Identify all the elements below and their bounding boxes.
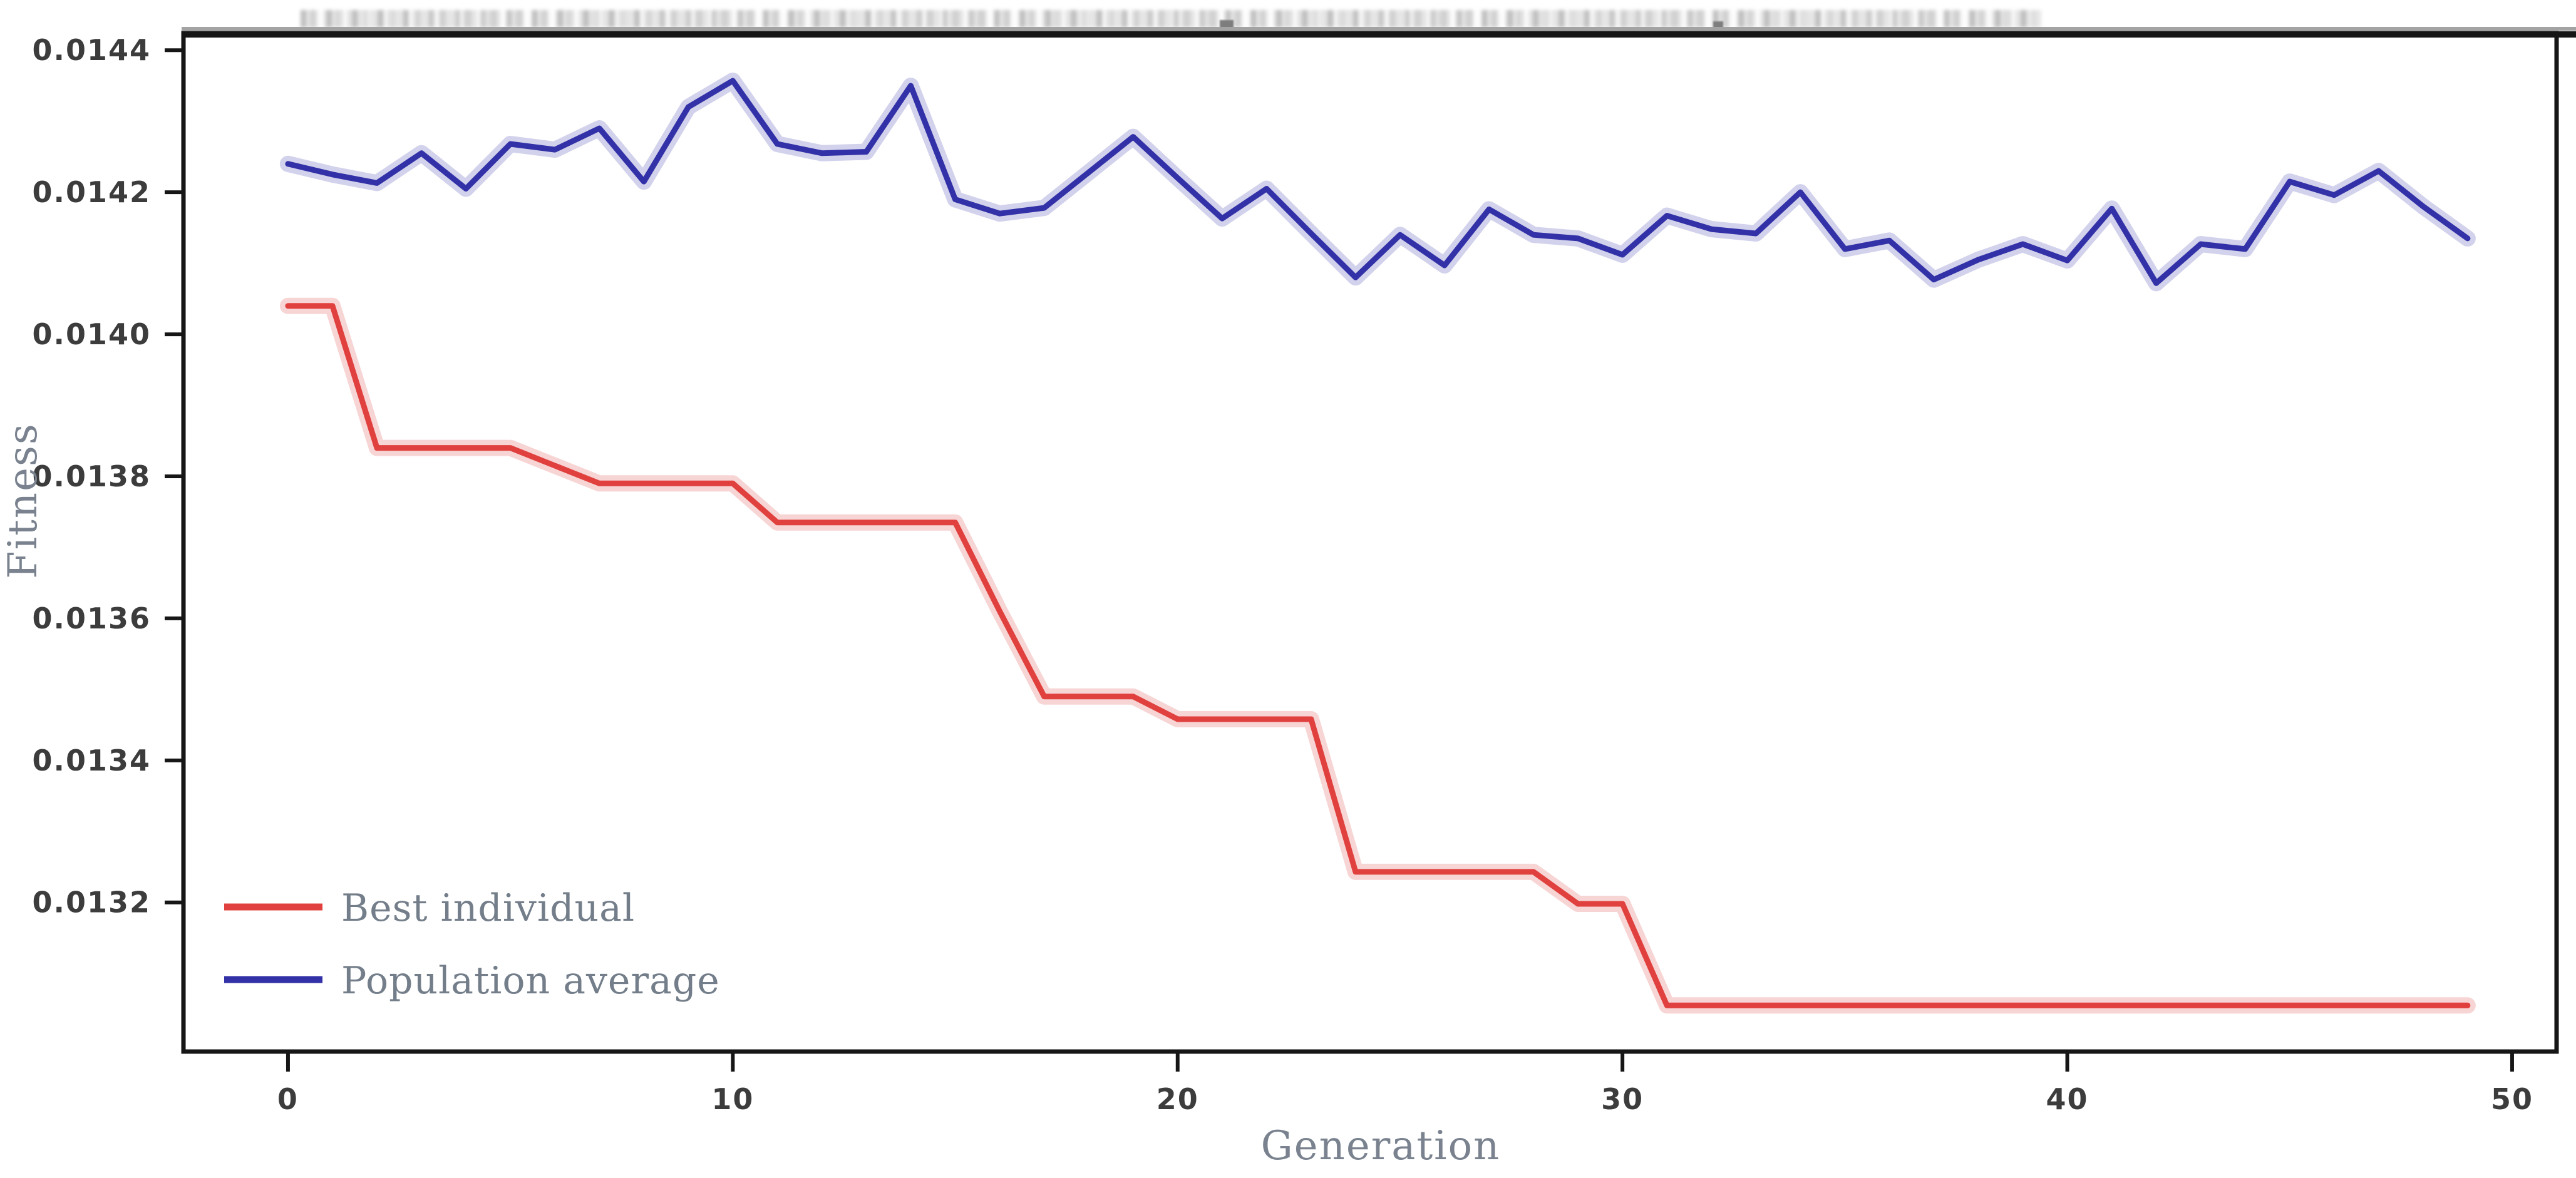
x-tick-label: 40 <box>2046 1082 2089 1116</box>
x-tick-label: 30 <box>1601 1082 1644 1116</box>
x-tick-label: 20 <box>1157 1082 1199 1116</box>
y-tick-label: 0.0134 <box>32 744 151 777</box>
y-tick-label: 0.0132 <box>32 886 151 919</box>
x-axis-title: Generation <box>1261 1123 1501 1169</box>
y-axis-title: Fitness <box>0 423 46 578</box>
series-line-best-individual <box>285 303 2471 1008</box>
x-tick-label: 50 <box>2491 1082 2533 1116</box>
y-tick-label: 0.0140 <box>32 317 151 351</box>
y-tick-label: 0.0142 <box>32 175 151 209</box>
legend-label-best-individual: Best individual <box>341 886 635 930</box>
series-line-population-average <box>285 78 2471 286</box>
y-tick-label: 0.0136 <box>32 602 151 635</box>
legend-label-population-average: Population average <box>341 959 720 1003</box>
y-tick-label: 0.0144 <box>32 33 151 67</box>
legend: Best individual Population average <box>224 886 720 1003</box>
x-tick-label: 0 <box>277 1082 299 1116</box>
clipped-text-fragment <box>1220 20 1234 28</box>
clipped-text-artifact <box>301 10 2041 28</box>
y-tick-label: 0.0138 <box>32 459 151 493</box>
x-tick-label: 10 <box>711 1082 754 1116</box>
